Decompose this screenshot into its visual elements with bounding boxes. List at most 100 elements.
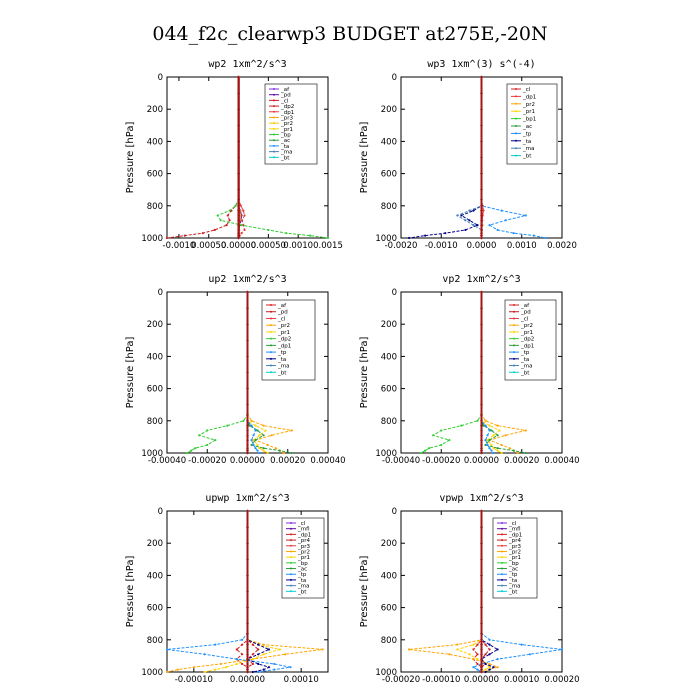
- legend-marker: [501, 578, 503, 581]
- legend-label: _bp: [297, 561, 308, 567]
- series-line: [204, 511, 282, 673]
- series-point: [246, 666, 249, 669]
- series-point: [237, 224, 240, 227]
- series-point: [448, 439, 451, 442]
- series-point: [496, 666, 499, 669]
- series-point: [326, 236, 330, 240]
- series-point: [492, 451, 495, 455]
- series-point: [480, 403, 483, 406]
- x-tick-label: -0.00010: [175, 675, 213, 685]
- series-point: [237, 108, 240, 111]
- series-point: [237, 214, 240, 217]
- series-point: [484, 439, 487, 442]
- panel-title: vpwp 1xm^2/s^3: [439, 493, 523, 504]
- series-point: [216, 214, 219, 217]
- series-point: [251, 662, 254, 666]
- legend-marker: [513, 310, 515, 313]
- series-point: [290, 451, 293, 455]
- legend-label: _af: [277, 303, 287, 309]
- series-point: [480, 638, 483, 641]
- series-point: [246, 429, 249, 432]
- series-point: [482, 209, 485, 212]
- series-point: [246, 542, 249, 545]
- legend-marker: [290, 584, 292, 587]
- series-point: [480, 204, 483, 207]
- series-point: [488, 638, 491, 641]
- series-point: [488, 447, 491, 450]
- series-point: [267, 666, 271, 669]
- y-tick-label: 600: [381, 170, 397, 180]
- y-tick-label: 0: [392, 73, 397, 83]
- legend-marker: [270, 304, 272, 306]
- y-tick-label: 600: [147, 604, 163, 614]
- series-point: [219, 219, 222, 222]
- series-point: [242, 419, 245, 422]
- legend-label: _pr1: [277, 330, 290, 336]
- legend-label: _pr1: [297, 555, 310, 561]
- series-point: [532, 234, 535, 237]
- legend-label: _cl: [520, 316, 529, 322]
- series-point: [480, 198, 483, 201]
- series-point: [246, 648, 249, 651]
- legend-marker: [270, 371, 272, 374]
- legend-label: _af: [280, 87, 290, 93]
- series-point: [486, 439, 489, 442]
- legend-label: _pr2: [522, 102, 535, 108]
- series-point: [254, 424, 257, 427]
- series-point: [254, 447, 257, 450]
- series-point: [262, 449, 265, 452]
- series-point: [186, 451, 189, 455]
- series-point: [488, 643, 491, 646]
- y-tick-label: 400: [147, 571, 163, 581]
- series-point: [496, 658, 499, 661]
- x-tick-label: 0.00040: [310, 456, 345, 466]
- x-tick-label: 0.00050: [251, 241, 286, 251]
- legend-marker: [290, 522, 292, 524]
- legend-marker: [513, 330, 515, 333]
- series-point: [480, 447, 483, 450]
- legend-marker: [501, 556, 503, 559]
- series-point: [250, 443, 253, 447]
- series-point: [496, 449, 499, 452]
- y-tick-label: 1000: [141, 234, 163, 244]
- series-point: [480, 443, 483, 447]
- y-tick-label: 400: [381, 352, 397, 362]
- series-point: [476, 653, 479, 656]
- series-line: [408, 511, 500, 673]
- series-point: [480, 219, 483, 222]
- legend-label: _af: [520, 303, 530, 309]
- series-point: [480, 449, 483, 452]
- series-point: [237, 219, 240, 222]
- series-line: [247, 292, 260, 454]
- panel-title: vp2 1xm^2/s^3: [442, 274, 520, 285]
- series-point: [524, 451, 527, 455]
- series-point: [273, 668, 276, 671]
- series-point: [424, 449, 427, 452]
- series-point: [480, 234, 483, 237]
- series-point: [257, 643, 260, 646]
- legend-marker: [273, 122, 275, 125]
- legend-label: _ta: [280, 144, 289, 150]
- y-tick-label: 0: [158, 507, 163, 517]
- y-tick-label: 600: [147, 170, 163, 180]
- legend-label: _ac: [297, 567, 307, 573]
- series-point: [456, 214, 459, 217]
- series-point: [480, 662, 483, 666]
- legend-box: [504, 299, 557, 381]
- series-point: [480, 323, 483, 326]
- legend-label: _mfl: [508, 527, 521, 533]
- series-point: [203, 670, 206, 674]
- panel-title: up2 1xm^2/s^3: [208, 274, 286, 285]
- legend-label: _pd: [520, 310, 531, 316]
- x-tick-label: 0.00020: [544, 675, 579, 685]
- series-point: [251, 653, 254, 656]
- legend-marker: [513, 337, 515, 340]
- legend-label: _bt: [520, 370, 530, 376]
- series-point: [480, 355, 483, 358]
- legend-label: _pr2: [508, 549, 521, 555]
- panel-title: upwp 1xm^2/s^3: [205, 493, 289, 504]
- series-point: [246, 371, 249, 374]
- y-tick-label: 1000: [375, 668, 397, 678]
- series-line: [420, 292, 482, 454]
- panel-title: wp3 1xm^(3) s^(-4): [427, 59, 535, 70]
